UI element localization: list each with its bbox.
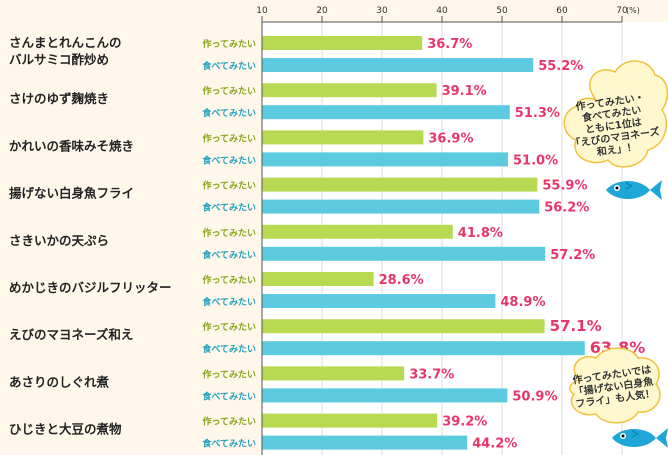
tick-label: 10 bbox=[256, 6, 268, 16]
series-label-eat: 食べてみたい bbox=[201, 390, 256, 402]
value-label-eat: 51.3% bbox=[515, 106, 560, 121]
bar-make bbox=[262, 83, 437, 98]
category-label: さけのゆず麹焼き bbox=[9, 91, 109, 106]
value-label-make: 36.7% bbox=[427, 37, 472, 52]
x-unit-label: (%) bbox=[626, 6, 640, 15]
value-label-make: 55.9% bbox=[542, 179, 587, 194]
bar-make bbox=[262, 413, 438, 428]
bar-make bbox=[262, 319, 545, 334]
category-label: ひじきと大豆の煮物 bbox=[9, 422, 122, 437]
tick-label: 30 bbox=[376, 6, 388, 16]
bar-eat bbox=[262, 58, 534, 72]
bar-make bbox=[262, 224, 453, 239]
fish-icon bbox=[606, 180, 662, 200]
category-label: さんまとれんこんの bbox=[9, 35, 122, 50]
series-label-make: 作ってみたい bbox=[202, 180, 256, 192]
value-label-make: 39.1% bbox=[442, 84, 487, 99]
tick-label: 20 bbox=[316, 6, 328, 16]
bar-make bbox=[262, 272, 374, 286]
tick-label: 50 bbox=[496, 6, 508, 16]
callout-bottom: 作ってみたいでは「揚げない白身魚フライ」も人気！ bbox=[569, 347, 668, 448]
series-label-eat: 食べてみたい bbox=[201, 296, 256, 308]
category-label: めかじきのバジルフリッター bbox=[9, 280, 172, 295]
x-axis-ticks: 10 20 30 40 50 60 70(%) bbox=[256, 6, 640, 23]
bar-eat bbox=[262, 199, 540, 214]
series-label-make: 作ってみたい bbox=[202, 416, 256, 428]
bar-rows: さんまとれんこんのバルサミコ酢炒め作ってみたい食べてみたい36.7%55.2%さ… bbox=[9, 35, 645, 452]
category-label: かれいの香味みそ焼き bbox=[9, 138, 134, 153]
series-label-eat: 食べてみたい bbox=[201, 154, 256, 166]
value-label-make: 39.2% bbox=[442, 415, 487, 430]
series-label-make: 作ってみたい bbox=[202, 38, 256, 50]
series-label-make: 作ってみたい bbox=[202, 85, 256, 97]
series-label-eat: 食べてみたい bbox=[201, 438, 256, 450]
tick-label: 40 bbox=[436, 6, 448, 16]
series-label-eat: 食べてみたい bbox=[201, 249, 256, 261]
series-label-eat: 食べてみたい bbox=[201, 202, 256, 214]
series-label-make: 作ってみたい bbox=[202, 321, 256, 333]
value-label-eat: 55.2% bbox=[538, 59, 583, 74]
callout-top-bubble bbox=[563, 60, 668, 168]
value-label-make: 28.6% bbox=[379, 273, 424, 288]
value-label-eat: 50.9% bbox=[512, 389, 557, 404]
value-label-make: 41.8% bbox=[458, 226, 503, 241]
series-label-make: 作ってみたい bbox=[202, 227, 256, 239]
series-label-eat: 食べてみたい bbox=[201, 343, 256, 355]
value-label-eat: 44.2% bbox=[472, 437, 517, 452]
bar-eat bbox=[262, 341, 585, 356]
category-label: さきいかの天ぷら bbox=[9, 233, 109, 248]
value-label-eat: 48.9% bbox=[500, 295, 545, 310]
bar-eat bbox=[262, 246, 546, 261]
callout-bottom-bubble bbox=[569, 347, 661, 424]
value-label-make: 33.7% bbox=[409, 367, 454, 382]
fish-icon bbox=[612, 428, 668, 448]
series-label-eat: 食べてみたい bbox=[201, 107, 256, 119]
category-label: あさりのしぐれ煮 bbox=[9, 374, 110, 389]
value-label-make: 57.1% bbox=[550, 317, 602, 335]
bar-make bbox=[262, 177, 538, 192]
category-label: 揚げない白身魚フライ bbox=[9, 186, 134, 201]
value-label-eat: 56.2% bbox=[544, 201, 589, 216]
series-label-make: 作ってみたい bbox=[202, 368, 256, 380]
bar-eat bbox=[262, 435, 468, 450]
bar-make bbox=[262, 366, 405, 381]
category-label: バルサミコ酢炒め bbox=[9, 52, 109, 67]
callout-top: 作ってみたい・食べてみたいともに1位は「えびのマヨネーズ和え」！ bbox=[563, 60, 668, 200]
value-label-make: 36.9% bbox=[428, 131, 473, 146]
series-label-eat: 食べてみたい bbox=[201, 60, 256, 72]
value-label-eat: 51.0% bbox=[513, 153, 558, 168]
bar-make bbox=[262, 36, 423, 50]
tick-label: 60 bbox=[556, 6, 568, 16]
bar-eat bbox=[262, 105, 510, 120]
bar-make bbox=[262, 130, 424, 145]
series-label-make: 作ってみたい bbox=[202, 132, 256, 144]
bar-eat bbox=[262, 152, 508, 167]
series-label-make: 作ってみたい bbox=[202, 274, 256, 286]
bar-eat bbox=[262, 388, 508, 403]
bar-eat bbox=[262, 294, 496, 308]
value-label-eat: 57.2% bbox=[550, 248, 595, 263]
tick-label: 70 bbox=[616, 6, 628, 16]
category-label: えびのマヨネーズ和え bbox=[9, 327, 133, 342]
